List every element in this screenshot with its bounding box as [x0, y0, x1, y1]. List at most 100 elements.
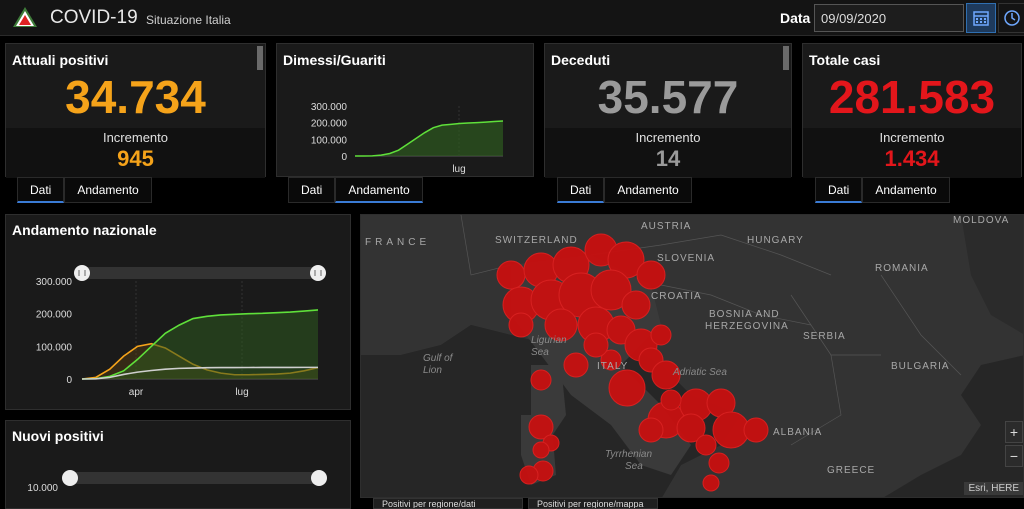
map-label-italy: ITALY — [597, 361, 629, 372]
range-slider-handle-right — [311, 470, 327, 486]
range-slider-handle-right — [310, 265, 326, 281]
calendar-icon — [973, 11, 989, 26]
map-label-gulf: Gulf of Lion — [423, 353, 453, 376]
guariti-tabs: Dati Andamento — [288, 177, 423, 203]
map-label-france: FRANCE — [365, 237, 431, 248]
x-tick-label: apr — [129, 387, 144, 398]
card-title: Totale casi — [809, 52, 881, 68]
card-scrollbar[interactable] — [783, 46, 789, 70]
deceduti-value: 35.577 — [597, 71, 739, 123]
logo-icon — [13, 7, 37, 27]
guariti-area — [355, 121, 503, 156]
positivi-value: 34.734 — [65, 71, 206, 123]
increment-label: Incremento — [635, 130, 701, 145]
header: COVID-19 Situazione Italia Data — [0, 0, 1024, 36]
nuovi-chart: 10.000 — [27, 470, 327, 494]
map-label-moldova: MOLDOVA — [953, 215, 1010, 226]
calendar-button[interactable] — [966, 3, 996, 33]
map-label-croatia: CROATIA — [651, 291, 702, 302]
zoom-out-button[interactable]: − — [1005, 445, 1023, 467]
card-title: Attuali positivi — [12, 52, 109, 68]
y-tick-label: 300.000 — [36, 277, 73, 288]
panel-andamento-nazionale: Andamento nazionale 300.000 200.000 100.00… — [5, 214, 351, 410]
map-label-bulgaria: BULGARIA — [891, 361, 950, 372]
clock-icon — [1004, 10, 1020, 26]
tab-andamento[interactable]: Andamento — [335, 177, 423, 203]
y-tick-label: 100.000 — [311, 135, 348, 146]
series-line — [81, 366, 319, 380]
x-tick-label: lug — [235, 387, 248, 398]
tab-dati[interactable]: Dati — [17, 177, 65, 203]
card-deceduti: Deceduti 35.577 Incremento 14 — [544, 43, 792, 178]
tab-dati[interactable]: Dati — [288, 177, 336, 203]
y-tick-label: 200.000 — [311, 119, 348, 130]
increment-label: Incremento — [879, 130, 945, 145]
zoom-in-button[interactable]: + — [1005, 421, 1023, 443]
x-tick-label: lug — [452, 164, 465, 175]
bottom-tab-mappa[interactable]: Positivi per regione/mappa — [528, 498, 658, 509]
map-label-switzerland: SWITZERLAND — [495, 235, 578, 246]
series-line — [81, 309, 319, 380]
map-italia[interactable]: FRANCE SWITZERLAND AUSTRIA HUNGARY MOLDO… — [360, 214, 1024, 498]
card-title: Dimessi/Guariti — [283, 52, 386, 68]
y-tick-label: 10.000 — [27, 483, 58, 494]
series-area — [82, 310, 318, 379]
deceduti-increment: 14 — [655, 146, 681, 171]
panel-title: Andamento nazionale — [12, 222, 157, 238]
map-label-austria: AUSTRIA — [641, 221, 692, 232]
map-label-slovenia: SLOVENIA — [657, 253, 716, 264]
map-label-tyrrhenian: Tyrrhenian Sea — [605, 449, 653, 472]
panel-title: Nuovi positivi — [12, 428, 104, 444]
tab-andamento[interactable]: Andamento — [604, 177, 692, 203]
clock-button[interactable] — [998, 3, 1024, 33]
range-slider-track — [70, 472, 322, 484]
map-label-serbia: SERBIA — [803, 331, 846, 342]
date-label: Data — [780, 10, 811, 26]
range-slider-handle-left — [62, 470, 78, 486]
deceduti-tabs: Dati Andamento — [557, 177, 692, 203]
app-title: COVID-19 — [50, 7, 138, 28]
date-input[interactable] — [814, 4, 964, 32]
card-scrollbar[interactable] — [257, 46, 263, 70]
panel-nuovi-positivi: Nuovi positivi 10.000 — [5, 420, 351, 509]
totale-tabs: Dati Andamento — [815, 177, 950, 203]
range-slider-track — [82, 267, 318, 279]
map-label-hungary: HUNGARY — [747, 235, 804, 246]
map-label-adriatic: Adriatic Sea — [673, 367, 727, 378]
card-attuali-positivi: Attuali positivi 34.734 Incremento 945 — [5, 43, 266, 178]
card-title: Deceduti — [551, 52, 611, 68]
positivi-increment: 945 — [117, 146, 154, 171]
increment-label: Incremento — [102, 130, 169, 145]
card-totale-casi: Totale casi 281.583 Incremento 1.434 — [802, 43, 1022, 178]
guariti-chart: 300.000 200.000 100.000 0 lug — [311, 102, 504, 175]
bottom-tab-dati[interactable]: Positivi per regione/dati — [373, 498, 523, 509]
map-label-herzegovina: HERZEGOVINA — [705, 321, 789, 332]
card-dimessi-guariti: Dimessi/Guariti 300.000 200.000 100.000 0 lu… — [276, 43, 534, 177]
cases-bubbles[interactable] — [361, 215, 1024, 498]
totale-increment: 1.434 — [884, 146, 940, 171]
y-tick-label: 0 — [341, 152, 347, 163]
positivi-tabs: Dati Andamento — [17, 177, 152, 203]
y-tick-label: 100.000 — [36, 342, 73, 353]
y-tick-label: 300.000 — [311, 102, 348, 113]
totale-value: 281.583 — [828, 71, 996, 123]
tab-dati[interactable]: Dati — [557, 177, 605, 203]
tab-andamento[interactable]: Andamento — [862, 177, 950, 203]
map-label-ligurian: Ligurian Sea — [531, 335, 567, 358]
andamento-chart: 300.000 200.000 100.000 0 apr lug — [36, 265, 326, 398]
y-tick-label: 200.000 — [36, 310, 73, 321]
increment-band — [545, 128, 791, 178]
map-label-albania: ALBANIA — [773, 427, 823, 438]
increment-band — [803, 128, 1021, 178]
tab-dati[interactable]: Dati — [815, 177, 863, 203]
map-label-greece: GREECE — [827, 465, 876, 476]
range-slider-handle-left — [74, 265, 90, 281]
app-subtitle: Situazione Italia — [146, 13, 231, 27]
tab-andamento[interactable]: Andamento — [64, 177, 152, 203]
y-tick-label: 0 — [66, 375, 72, 386]
map-label-romania: ROMANIA — [875, 263, 929, 274]
guariti-line — [355, 120, 504, 157]
map-attribution: Esri, HERE — [964, 482, 1023, 495]
map-label-bosnia: BOSNIA AND — [709, 309, 780, 320]
increment-band — [6, 128, 265, 178]
